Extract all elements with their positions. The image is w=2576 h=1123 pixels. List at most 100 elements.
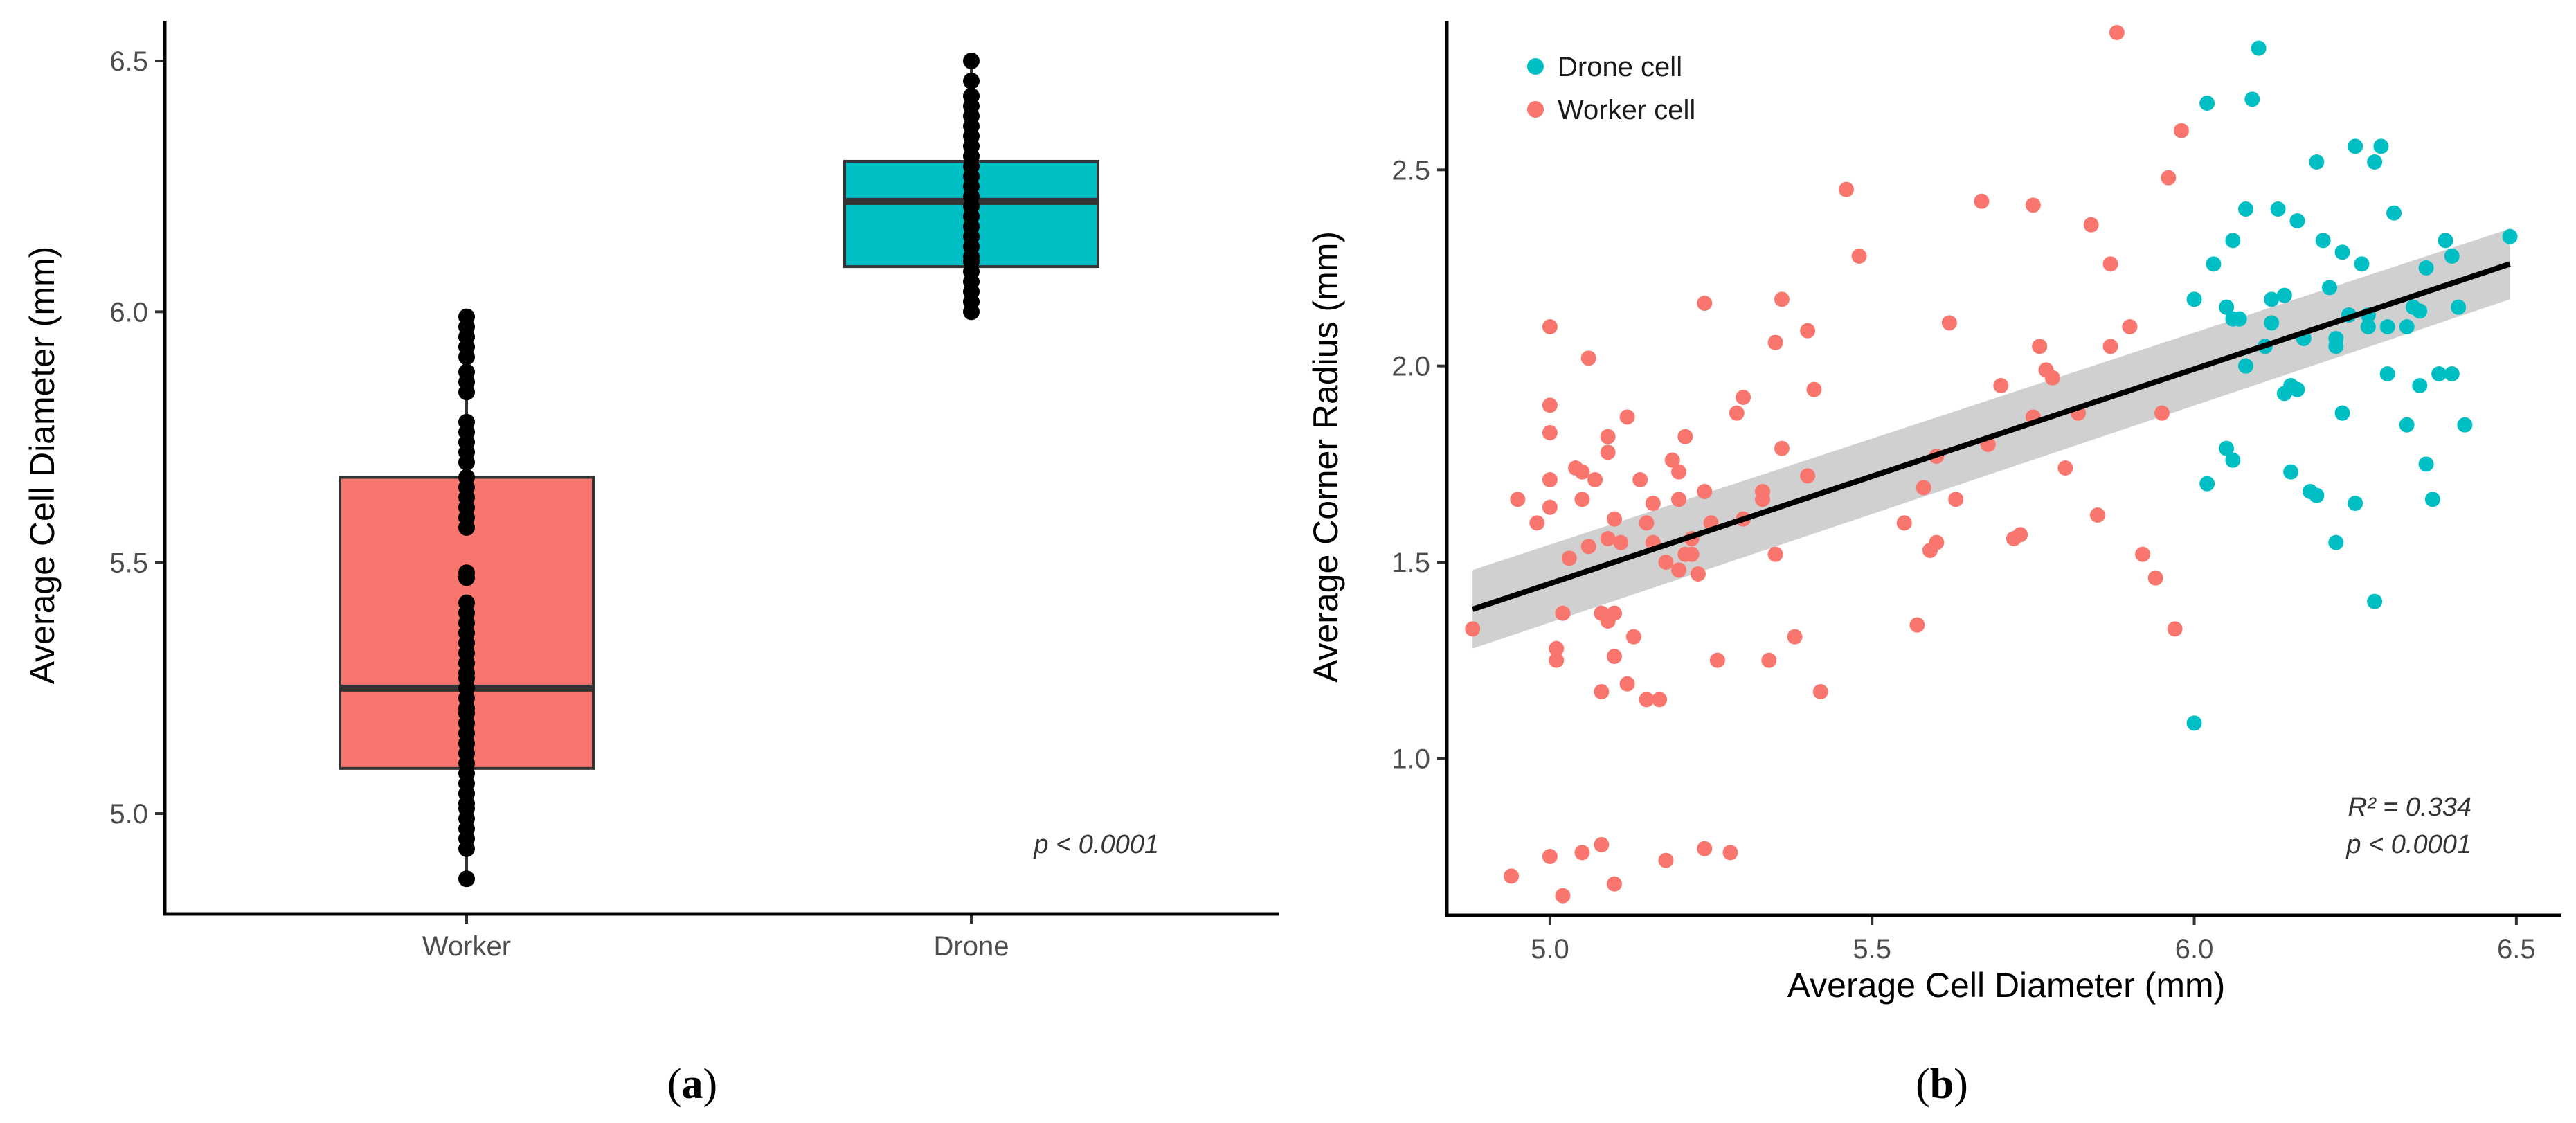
- boxplot-panel: 5.05.56.06.5 Average Cell Diameter (mm) …: [23, 21, 1279, 1108]
- worker-point: [1574, 464, 1590, 480]
- data-point: [458, 469, 475, 486]
- drone-point: [2309, 487, 2325, 503]
- regression-line: [1471, 261, 2511, 612]
- worker-point: [1549, 652, 1565, 668]
- worker-point: [2089, 507, 2105, 523]
- worker-point: [1838, 181, 1854, 197]
- data-point: [458, 413, 475, 431]
- drone-point: [2264, 315, 2280, 331]
- worker-point: [1600, 444, 1616, 460]
- fit-line-group: [1471, 261, 2511, 612]
- drone-point: [2264, 291, 2280, 307]
- worker-point: [1587, 472, 1603, 487]
- data-point: [458, 308, 475, 325]
- y-tick-label: 5.0: [109, 799, 148, 829]
- data-point: [458, 363, 475, 381]
- worker-point: [1542, 397, 1558, 413]
- worker-point: [1606, 876, 1622, 892]
- worker-point: [1625, 629, 1641, 645]
- worker-point: [1529, 515, 1545, 531]
- drone-point: [2321, 280, 2337, 296]
- drone-point: [2334, 405, 2350, 421]
- drone-point: [2386, 205, 2402, 221]
- worker-point: [1510, 492, 1526, 507]
- legend-marker-worker: [1527, 101, 1544, 118]
- worker-point: [1909, 617, 1925, 633]
- worker-point: [1542, 849, 1558, 864]
- worker-point: [2173, 123, 2189, 138]
- worker-point: [1594, 837, 1610, 852]
- box-points: [458, 52, 980, 888]
- worker-point: [1800, 468, 1816, 484]
- drone-point: [2328, 331, 2344, 346]
- worker-point: [1632, 472, 1648, 487]
- worker-point: [1549, 640, 1565, 656]
- worker-point: [1652, 692, 1668, 708]
- worker-point: [1639, 692, 1655, 708]
- worker-point: [1619, 676, 1635, 692]
- drone-point: [2237, 201, 2253, 217]
- worker-point: [1606, 649, 1622, 664]
- drone-point: [2451, 299, 2467, 315]
- worker-point: [1561, 550, 1577, 566]
- worker-point: [1555, 605, 1571, 621]
- drone-point: [2399, 319, 2415, 334]
- worker-point: [2109, 25, 2125, 40]
- worker-point: [1916, 480, 1931, 496]
- worker-point: [1671, 562, 1687, 578]
- worker-point: [1851, 249, 1867, 264]
- worker-point: [1697, 841, 1713, 856]
- worker-point: [1594, 684, 1610, 699]
- worker-point: [1993, 378, 2009, 393]
- drone-point: [2315, 233, 2331, 249]
- y-axis-title: Average Corner Radius (mm): [1306, 231, 1345, 683]
- drone-point: [2424, 492, 2440, 507]
- drone-point: [2444, 249, 2460, 264]
- worker-point: [1812, 684, 1828, 699]
- drone-point: [2283, 464, 2299, 480]
- worker-point: [1709, 652, 1725, 668]
- worker-point: [1664, 452, 1680, 468]
- worker-point: [1504, 868, 1520, 884]
- drone-point: [2186, 291, 2202, 307]
- worker-point: [1555, 888, 1571, 904]
- drone-point: [2373, 138, 2389, 154]
- drone-point: [2418, 456, 2434, 472]
- worker-point: [1542, 472, 1558, 487]
- worker-point: [2102, 339, 2118, 354]
- y-tick-label: 2.5: [1391, 155, 1430, 186]
- worker-point: [1613, 534, 1629, 550]
- worker-point: [2025, 197, 2041, 213]
- worker-point: [1755, 484, 1771, 499]
- worker-point: [1574, 845, 1590, 861]
- y-tick-label: 6.0: [109, 297, 148, 327]
- worker-point: [2083, 217, 2099, 233]
- worker-point: [1671, 464, 1687, 480]
- drone-point: [2251, 40, 2267, 56]
- worker-point: [1896, 515, 1912, 531]
- worker-point: [1580, 539, 1596, 555]
- worker-point: [1600, 613, 1616, 629]
- drone-point: [2225, 233, 2241, 249]
- p-value-annotation: p < 0.0001: [2345, 830, 2471, 859]
- worker-point: [1677, 546, 1693, 562]
- drone-point: [2348, 496, 2363, 511]
- worker-point: [1729, 405, 1745, 421]
- worker-point: [1761, 652, 1777, 668]
- drone-point: [2334, 244, 2350, 260]
- legend: Drone cell Worker cell: [1527, 52, 1695, 125]
- drone-point: [2502, 228, 2518, 244]
- drone-point: [2270, 201, 2286, 217]
- drone-point: [2438, 233, 2453, 249]
- xtick-label-drone: Drone: [934, 931, 1009, 962]
- worker-point: [1736, 390, 1751, 405]
- worker-point: [2147, 570, 2163, 586]
- xtick-label-worker: Worker: [422, 931, 511, 962]
- worker-point: [1787, 629, 1803, 645]
- p-value-annotation: p < 0.0001: [1033, 830, 1159, 859]
- drone-point: [2379, 319, 2395, 334]
- worker-point: [1677, 429, 1693, 444]
- drone-point: [2289, 213, 2305, 228]
- drone-point: [2431, 366, 2447, 381]
